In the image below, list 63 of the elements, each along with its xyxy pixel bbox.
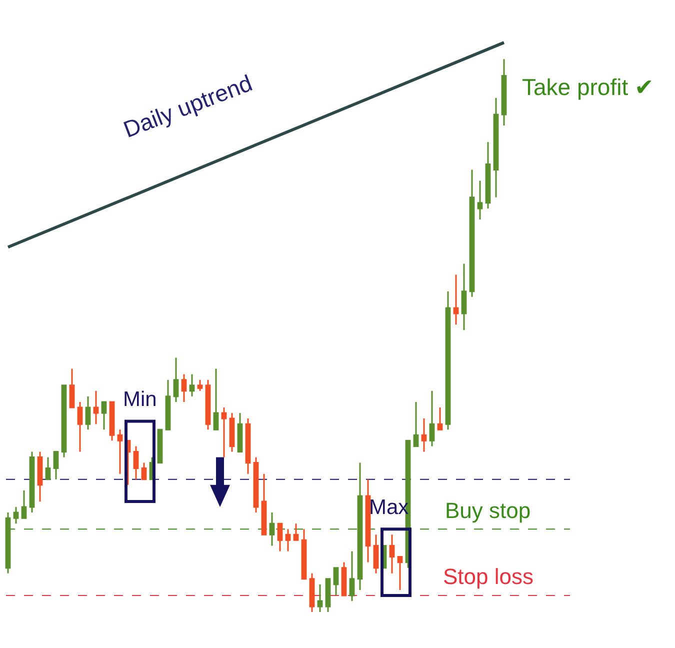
candlestick [317, 584, 323, 613]
candlestick [373, 534, 379, 574]
candlestick [349, 550, 355, 602]
candlestick [109, 401, 115, 442]
candlestick [445, 290, 451, 430]
text: Take profit ✔ [522, 74, 654, 100]
candlestick [421, 418, 427, 452]
ref-line-label: Stop loss [443, 564, 534, 589]
candlestick [293, 522, 299, 541]
candlestick [69, 368, 75, 408]
candlestick [221, 406, 227, 458]
candlestick [237, 412, 243, 452]
candlestick [165, 379, 171, 430]
candlestick [101, 401, 107, 430]
candlestick [61, 384, 67, 458]
candlestick [501, 58, 507, 126]
candlestick [93, 390, 99, 425]
candlestick [253, 456, 259, 514]
candlestick [325, 578, 331, 613]
candlestick [261, 473, 267, 536]
candlestick [469, 168, 475, 298]
candlestick [229, 412, 235, 452]
candlestick [181, 374, 187, 403]
candlestick [133, 445, 139, 480]
candlestick [189, 374, 195, 398]
candlestick [173, 356, 179, 403]
annotation: Min [123, 388, 157, 411]
candlestick [309, 572, 315, 613]
candlestick [197, 379, 203, 392]
candlestick [277, 522, 283, 552]
candlestick [245, 418, 251, 475]
candlestick [77, 401, 83, 452]
candlestick [365, 478, 371, 564]
candlestick [357, 462, 363, 591]
candlestick [157, 428, 163, 464]
candlestick [269, 512, 275, 546]
candlestick [341, 562, 347, 596]
candlestick [5, 512, 11, 574]
candlestick [205, 379, 211, 430]
candlestick [477, 180, 483, 220]
candlestick [29, 450, 35, 514]
candlestick [141, 462, 147, 480]
candlestick [21, 490, 27, 519]
candlestick [301, 528, 307, 580]
candlestick [13, 506, 19, 524]
candlestick [85, 396, 91, 430]
candlestick [493, 97, 499, 198]
candlestick [397, 556, 403, 591]
candlestick [485, 141, 491, 210]
candlestick [117, 428, 123, 475]
candlestick [389, 534, 395, 574]
ref-line-label: Buy stop [445, 498, 531, 523]
candlestick [413, 401, 419, 447]
candlestick [53, 450, 59, 480]
candlestick [285, 528, 291, 552]
candlestick [333, 567, 339, 596]
candlestick [37, 450, 43, 502]
candlestick [213, 368, 219, 430]
candlestick [45, 456, 51, 480]
candlestick [453, 274, 459, 326]
candlestick [437, 406, 443, 430]
candlestick [429, 390, 435, 447]
candlestick [461, 262, 467, 331]
